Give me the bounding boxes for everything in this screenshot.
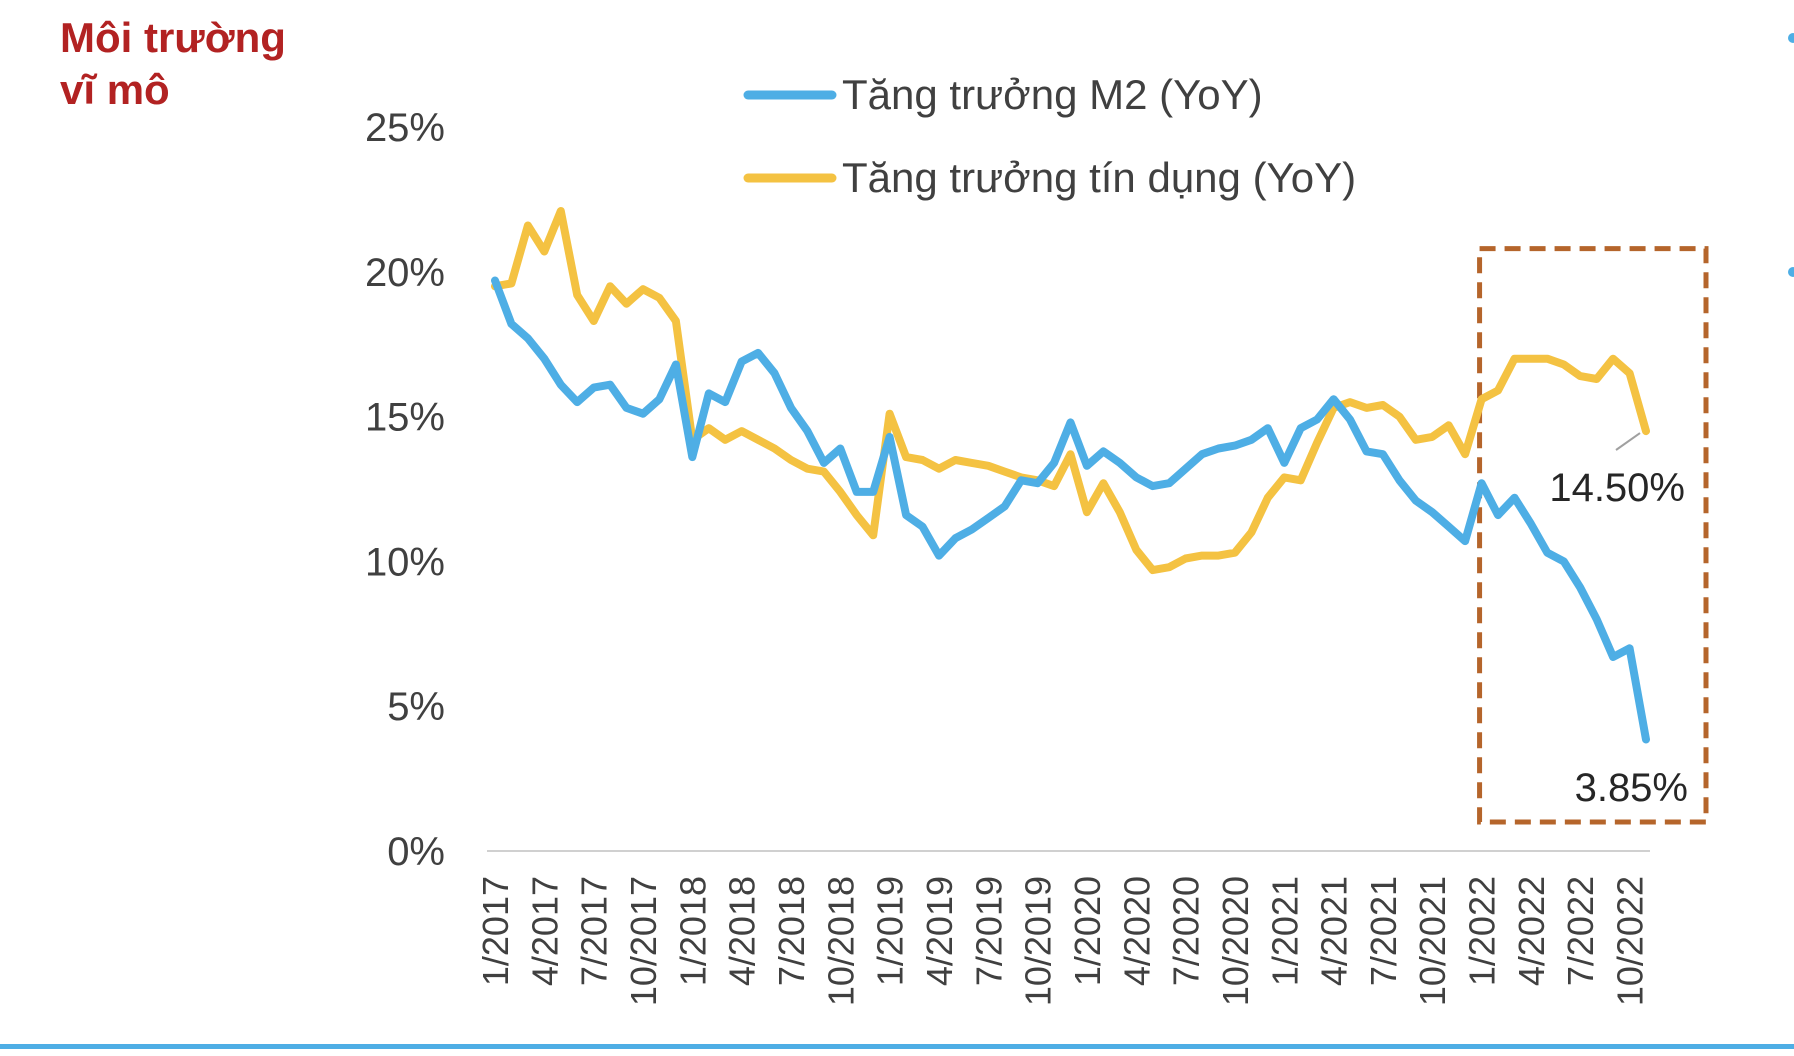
x-tick-label: 10/2017 xyxy=(623,876,664,1006)
x-tick-label: 1/2017 xyxy=(475,876,516,986)
bullet-dot-top xyxy=(1788,33,1794,43)
y-tick-label: 0% xyxy=(387,830,445,874)
x-tick-label: 10/2020 xyxy=(1215,876,1256,1006)
y-tick-label: 15% xyxy=(365,396,445,440)
x-tick-label: 4/2018 xyxy=(722,876,763,986)
x-tick-label: 1/2021 xyxy=(1264,876,1305,986)
y-tick-label: 10% xyxy=(365,540,445,584)
series-line-m2 xyxy=(491,276,1650,744)
series-line-credit xyxy=(491,207,1650,575)
x-tick-label: 1/2022 xyxy=(1462,876,1503,986)
x-tick-label: 7/2022 xyxy=(1560,876,1601,986)
x-tick-label: 7/2018 xyxy=(771,876,812,986)
x-tick-label: 4/2021 xyxy=(1314,876,1355,986)
bottom-rule xyxy=(0,1044,1794,1049)
annotation-credit-label: 14.50% xyxy=(1549,466,1685,510)
legend-label: Tăng trưởng tín dụng (YoY) xyxy=(842,154,1356,201)
x-tick-label: 10/2019 xyxy=(1018,876,1059,1006)
x-tick-label: 10/2021 xyxy=(1412,876,1453,1006)
x-tick-label: 7/2017 xyxy=(574,876,615,986)
x-tick-label: 1/2020 xyxy=(1067,876,1108,986)
legend-label: Tăng trưởng M2 (YoY) xyxy=(842,71,1263,118)
x-tick-label: 7/2020 xyxy=(1166,876,1207,986)
highlight-box xyxy=(1477,246,1709,825)
section-title: Môi trường vĩ mô xyxy=(60,12,320,116)
x-tick-label: 4/2022 xyxy=(1511,876,1552,986)
x-tick-label: 1/2018 xyxy=(672,876,713,986)
x-tick-label: 4/2017 xyxy=(524,876,565,986)
annotation-leader-line xyxy=(1615,432,1641,451)
y-tick-label: 20% xyxy=(365,251,445,295)
section-title-line-1: Môi trường xyxy=(60,14,286,61)
section-title-line-2: vĩ mô xyxy=(60,66,170,113)
x-tick-label: 7/2019 xyxy=(968,876,1009,986)
x-tick-label: 10/2018 xyxy=(820,876,861,1006)
y-tick-label: 25% xyxy=(365,106,445,150)
annotation-m2-label: 3.85% xyxy=(1575,766,1688,810)
x-tick-label: 1/2019 xyxy=(870,876,911,986)
x-tick-label: 4/2020 xyxy=(1116,876,1157,986)
x-tick-label: 10/2022 xyxy=(1610,876,1651,1006)
y-tick-label: 5% xyxy=(387,685,445,729)
bullet-dot-middle xyxy=(1788,267,1794,277)
x-tick-label: 4/2019 xyxy=(919,876,960,986)
x-tick-label: 7/2021 xyxy=(1363,876,1404,986)
